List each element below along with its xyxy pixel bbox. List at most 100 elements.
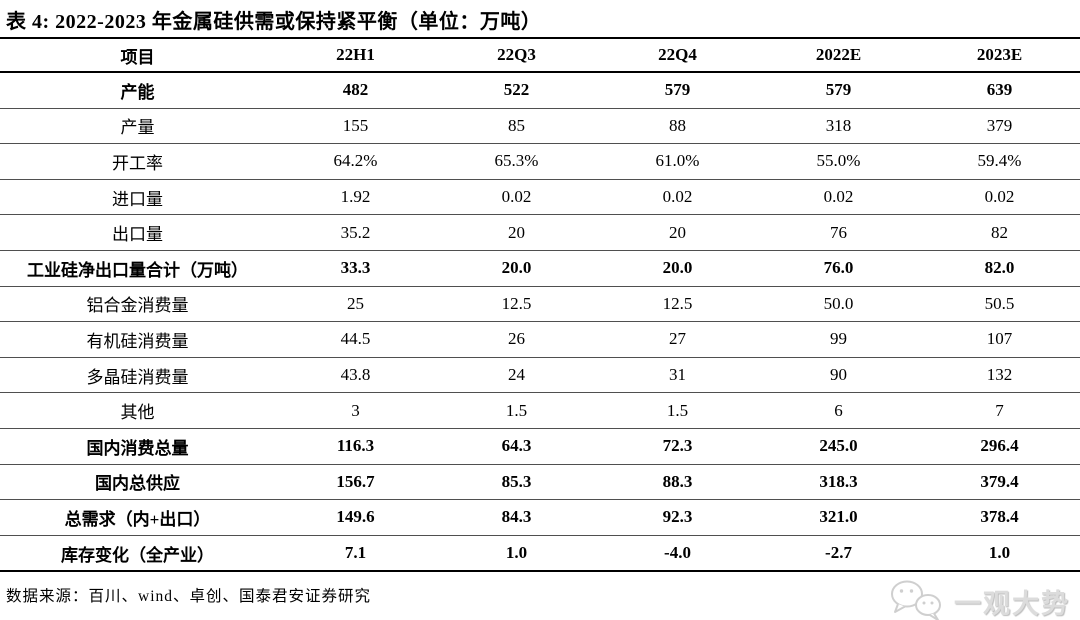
row-label: 开工率: [0, 143, 275, 180]
footer: 数据来源：百川、wind、卓创、国泰君安证券研究 一观大势: [0, 572, 1080, 620]
cell-value: 318.3: [758, 464, 919, 501]
table-row: 工业硅净出口量合计（万吨） 33.3 20.0 20.0 76.0 82.0: [0, 250, 1080, 287]
table-row: 产量 155 85 88 318 379: [0, 108, 1080, 145]
watermark-logo: 一观大势: [888, 578, 1070, 620]
cell-value: 245.0: [758, 428, 919, 465]
cell-value: 579: [758, 72, 919, 109]
cell-value: 44.5: [275, 321, 436, 358]
cell-value: 3: [275, 392, 436, 429]
cell-value: 0.02: [758, 179, 919, 216]
cell-value: 379: [919, 108, 1080, 145]
cell-value: 7: [919, 392, 1080, 429]
cell-value: 7.1: [275, 535, 436, 573]
cell-value: 378.4: [919, 499, 1080, 536]
cell-value: 20: [597, 214, 758, 251]
row-label: 国内消费总量: [0, 428, 275, 465]
cell-value: 82.0: [919, 250, 1080, 287]
cell-value: 107: [919, 321, 1080, 358]
cell-value: 50.0: [758, 286, 919, 323]
table-body: 产能 482 522 579 579 639 产量 155 85 88 318 379 开工率 64.2%…: [0, 72, 1080, 573]
cell-value: 1.0: [436, 535, 597, 573]
row-label: 有机硅消费量: [0, 321, 275, 358]
cell-value: 296.4: [919, 428, 1080, 465]
cell-value: 0.02: [919, 179, 1080, 216]
cell-value: 55.0%: [758, 143, 919, 180]
watermark-text: 一观大势: [954, 588, 1070, 619]
cell-value: 25: [275, 286, 436, 323]
table-row: 产能 482 522 579 579 639: [0, 72, 1080, 109]
cell-value: 76: [758, 214, 919, 251]
table-row: 开工率 64.2% 65.3% 61.0% 55.0% 59.4%: [0, 143, 1080, 180]
row-label: 多晶硅消费量: [0, 357, 275, 394]
table-row: 国内总供应 156.7 85.3 88.3 318.3 379.4: [0, 464, 1080, 501]
cell-value: 579: [597, 72, 758, 109]
table-row: 其他 3 1.5 1.5 6 7: [0, 392, 1080, 429]
cell-value: 155: [275, 108, 436, 145]
column-header: 2023E: [919, 38, 1080, 73]
cell-value: 82: [919, 214, 1080, 251]
cell-value: 85.3: [436, 464, 597, 501]
cell-value: 12.5: [597, 286, 758, 323]
row-label: 产量: [0, 108, 275, 145]
cell-value: 33.3: [275, 250, 436, 287]
table-row: 铝合金消费量 25 12.5 12.5 50.0 50.5: [0, 286, 1080, 323]
cell-value: 6: [758, 392, 919, 429]
column-header: 项目: [0, 38, 275, 73]
row-label: 产能: [0, 72, 275, 109]
row-label: 国内总供应: [0, 464, 275, 501]
cell-value: 24: [436, 357, 597, 394]
cell-value: 12.5: [436, 286, 597, 323]
cell-value: 64.3: [436, 428, 597, 465]
cell-value: 379.4: [919, 464, 1080, 501]
row-label: 其他: [0, 392, 275, 429]
cell-value: 76.0: [758, 250, 919, 287]
cell-value: 318: [758, 108, 919, 145]
cell-value: 35.2: [275, 214, 436, 251]
cell-value: -2.7: [758, 535, 919, 573]
column-header: 22Q4: [597, 38, 758, 73]
row-label: 铝合金消费量: [0, 286, 275, 323]
cell-value: 50.5: [919, 286, 1080, 323]
cell-value: 522: [436, 72, 597, 109]
table-row: 进口量 1.92 0.02 0.02 0.02 0.02: [0, 179, 1080, 216]
cell-value: 20: [436, 214, 597, 251]
cell-value: 321.0: [758, 499, 919, 536]
row-label: 总需求（内+出口）: [0, 499, 275, 536]
cell-value: 88.3: [597, 464, 758, 501]
cell-value: 482: [275, 72, 436, 109]
cell-value: 20.0: [436, 250, 597, 287]
cell-value: 1.5: [597, 392, 758, 429]
cell-value: 1.0: [919, 535, 1080, 573]
table-title: 表 4: 2022-2023 年金属硅供需或保持紧平衡（单位：万吨）: [6, 11, 542, 33]
cell-value: 64.2%: [275, 143, 436, 180]
table-row: 出口量 35.2 20 20 76 82: [0, 214, 1080, 251]
cell-value: 99: [758, 321, 919, 358]
cell-value: 27: [597, 321, 758, 358]
cell-value: 1.5: [436, 392, 597, 429]
cell-value: 85: [436, 108, 597, 145]
cell-value: 92.3: [597, 499, 758, 536]
table-row: 总需求（内+出口） 149.6 84.3 92.3 321.0 378.4: [0, 499, 1080, 536]
cell-value: 132: [919, 357, 1080, 394]
cell-value: 65.3%: [436, 143, 597, 180]
row-label: 出口量: [0, 214, 275, 251]
cell-value: 43.8: [275, 357, 436, 394]
cell-value: 639: [919, 72, 1080, 109]
cell-value: 20.0: [597, 250, 758, 287]
table-row: 国内消费总量 116.3 64.3 72.3 245.0 296.4: [0, 428, 1080, 465]
cell-value: 72.3: [597, 428, 758, 465]
cell-value: 26: [436, 321, 597, 358]
cell-value: 90: [758, 357, 919, 394]
table-row: 库存变化（全产业） 7.1 1.0 -4.0 -2.7 1.0: [0, 535, 1080, 573]
cell-value: 0.02: [597, 179, 758, 216]
table-row: 多晶硅消费量 43.8 24 31 90 132: [0, 357, 1080, 394]
column-header: 2022E: [758, 38, 919, 73]
header-row: 项目 22H1 22Q3 22Q4 2022E 2023E: [0, 38, 1080, 73]
row-label: 进口量: [0, 179, 275, 216]
cell-value: 59.4%: [919, 143, 1080, 180]
cell-value: 31: [597, 357, 758, 394]
wechat-icon: [888, 578, 946, 620]
row-label: 库存变化（全产业）: [0, 535, 275, 573]
cell-value: 1.92: [275, 179, 436, 216]
cell-value: 88: [597, 108, 758, 145]
